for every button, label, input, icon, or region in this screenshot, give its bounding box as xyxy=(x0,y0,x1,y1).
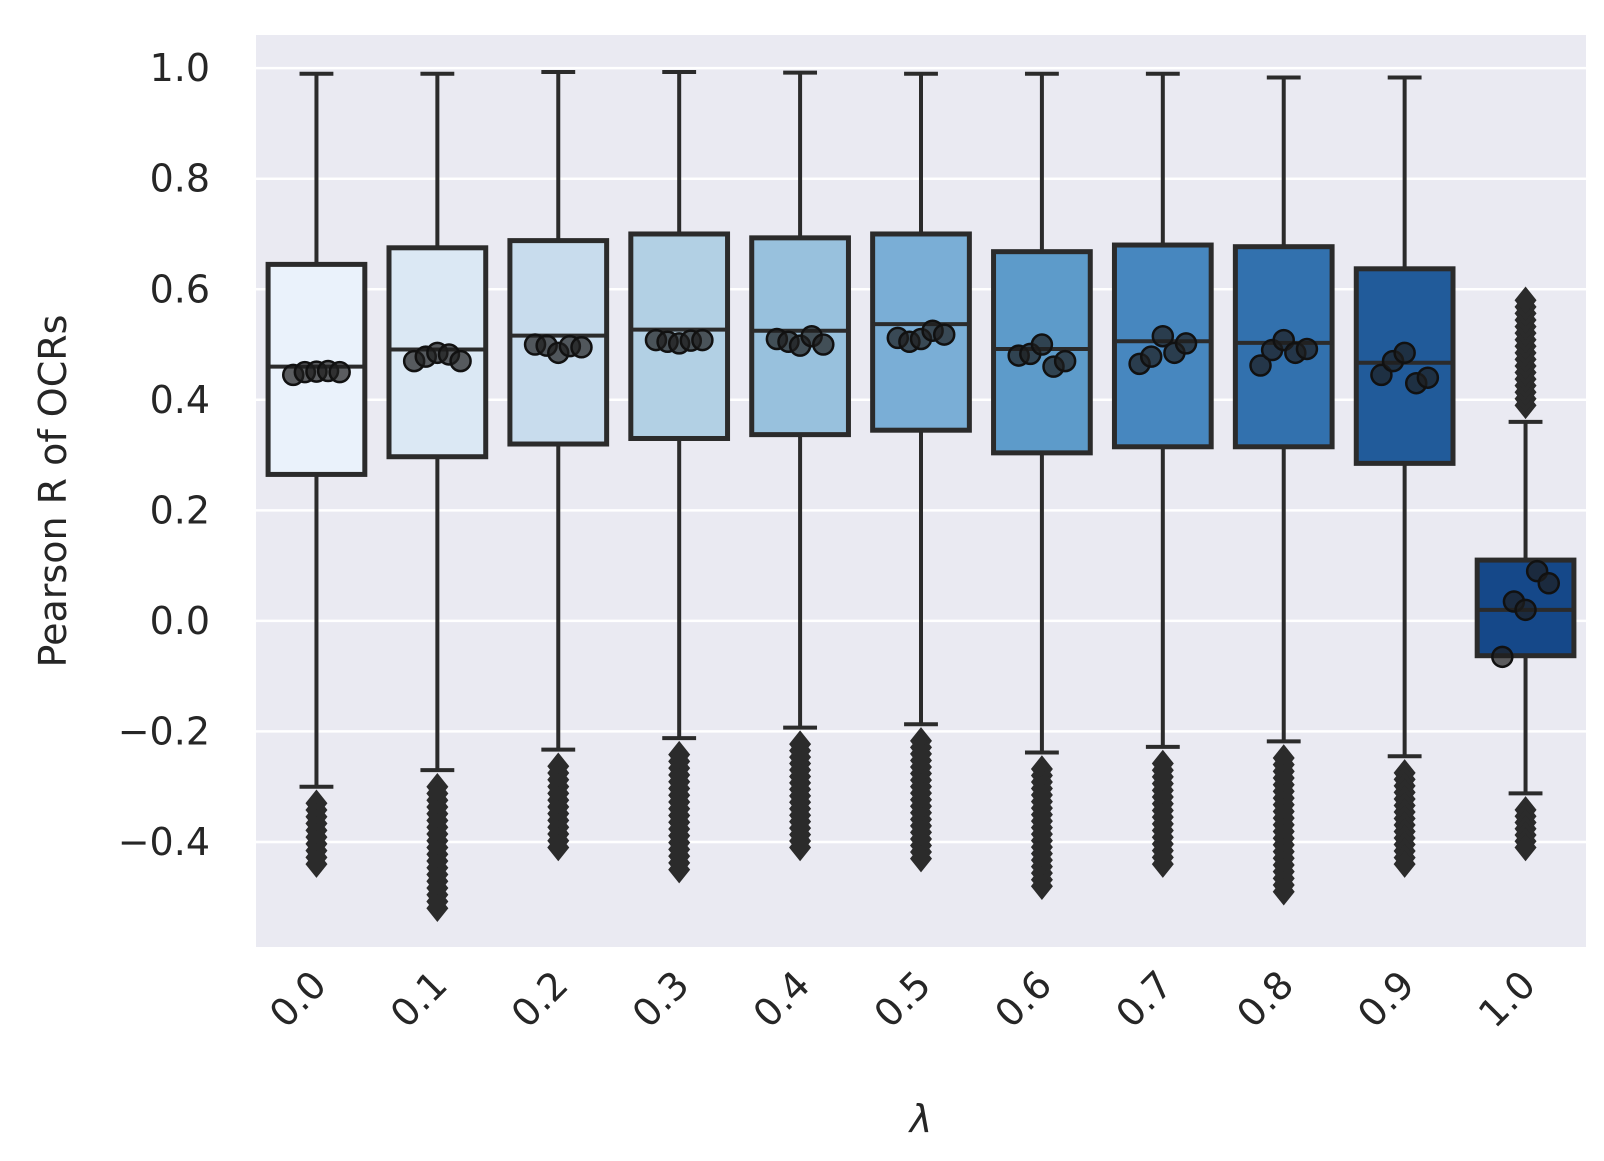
x-tick-label: 0.4 xyxy=(745,962,819,1036)
box-group-1.0 xyxy=(1474,286,1577,862)
data-point xyxy=(1416,366,1440,389)
y-tick-label: 0.0 xyxy=(150,599,210,643)
data-point xyxy=(1295,337,1319,361)
outlier-marker xyxy=(1393,850,1416,878)
y-tick-label: 0.4 xyxy=(150,378,210,422)
outlier-marker xyxy=(1514,286,1537,315)
outlier-marker xyxy=(910,844,932,873)
outlier-marker xyxy=(426,894,449,923)
y-axis-label: Pearson R of OCRs xyxy=(31,315,75,668)
outlier-marker xyxy=(1514,833,1537,862)
box-group-0.8 xyxy=(1232,75,1335,906)
y-tick-label: 0.6 xyxy=(150,267,210,311)
data-point xyxy=(1514,598,1537,622)
data-point xyxy=(570,336,593,359)
x-tick-label: 0.5 xyxy=(866,962,940,1036)
outlier-marker xyxy=(1030,872,1053,900)
data-point xyxy=(1151,324,1175,348)
box-group-0.9 xyxy=(1353,75,1456,878)
data-point xyxy=(1249,354,1272,377)
x-tick-label: 1.0 xyxy=(1470,962,1544,1036)
x-tick-label: 0.7 xyxy=(1107,962,1181,1036)
outlier-marker xyxy=(305,850,328,878)
data-point xyxy=(932,323,956,346)
box-iqr xyxy=(1353,266,1456,466)
data-point xyxy=(328,360,351,384)
box-series xyxy=(265,70,1577,923)
x-axis-label: λ xyxy=(908,1097,933,1141)
box-group-0.4 xyxy=(749,70,851,862)
box-group-0.1 xyxy=(386,71,489,923)
outlier-marker xyxy=(1272,877,1295,906)
y-tick-label: 0.8 xyxy=(150,157,210,201)
box-group-0.3 xyxy=(628,70,731,884)
x-tick-label: 0.8 xyxy=(1228,962,1302,1036)
y-tick-label: 0.2 xyxy=(150,488,210,532)
x-tick-labels: 0.0 0.1 0.2 0.3 0.4 0.5 0.6 0.7 0.8 0.9 1.0 xyxy=(261,962,1544,1036)
data-point xyxy=(1053,349,1077,373)
box-group-0.5 xyxy=(870,71,972,873)
data-point xyxy=(1139,345,1163,368)
outlier-marker xyxy=(668,855,691,884)
y-tick-label: 1.0 xyxy=(150,46,210,90)
box-group-0.7 xyxy=(1111,71,1214,878)
outlier-marker xyxy=(1151,850,1174,878)
data-point xyxy=(1174,332,1198,355)
y-tick-label: −0.2 xyxy=(118,709,210,753)
box-group-0.0 xyxy=(265,71,368,878)
x-tick-label: 0.9 xyxy=(1349,962,1423,1036)
x-tick-label: 0.0 xyxy=(261,962,335,1036)
box-group-0.2 xyxy=(507,70,610,862)
data-point xyxy=(691,328,714,352)
data-point xyxy=(449,349,472,373)
data-point xyxy=(1393,341,1416,365)
data-point xyxy=(1491,645,1514,669)
x-tick-label: 0.1 xyxy=(382,962,456,1036)
x-tick-label: 0.2 xyxy=(503,962,577,1036)
x-tick-label: 0.6 xyxy=(986,962,1060,1036)
y-tick-label: −0.4 xyxy=(118,820,210,864)
outlier-marker xyxy=(547,833,570,862)
box-group-0.6 xyxy=(991,71,1093,900)
y-tick-labels: 1.0 0.8 0.6 0.4 0.2 0.0 −0.2 −0.4 xyxy=(118,46,210,864)
data-point xyxy=(1537,572,1561,595)
outlier-marker xyxy=(789,833,812,862)
data-point xyxy=(1030,333,1054,356)
data-point xyxy=(812,333,835,356)
x-tick-label: 0.3 xyxy=(624,962,698,1036)
